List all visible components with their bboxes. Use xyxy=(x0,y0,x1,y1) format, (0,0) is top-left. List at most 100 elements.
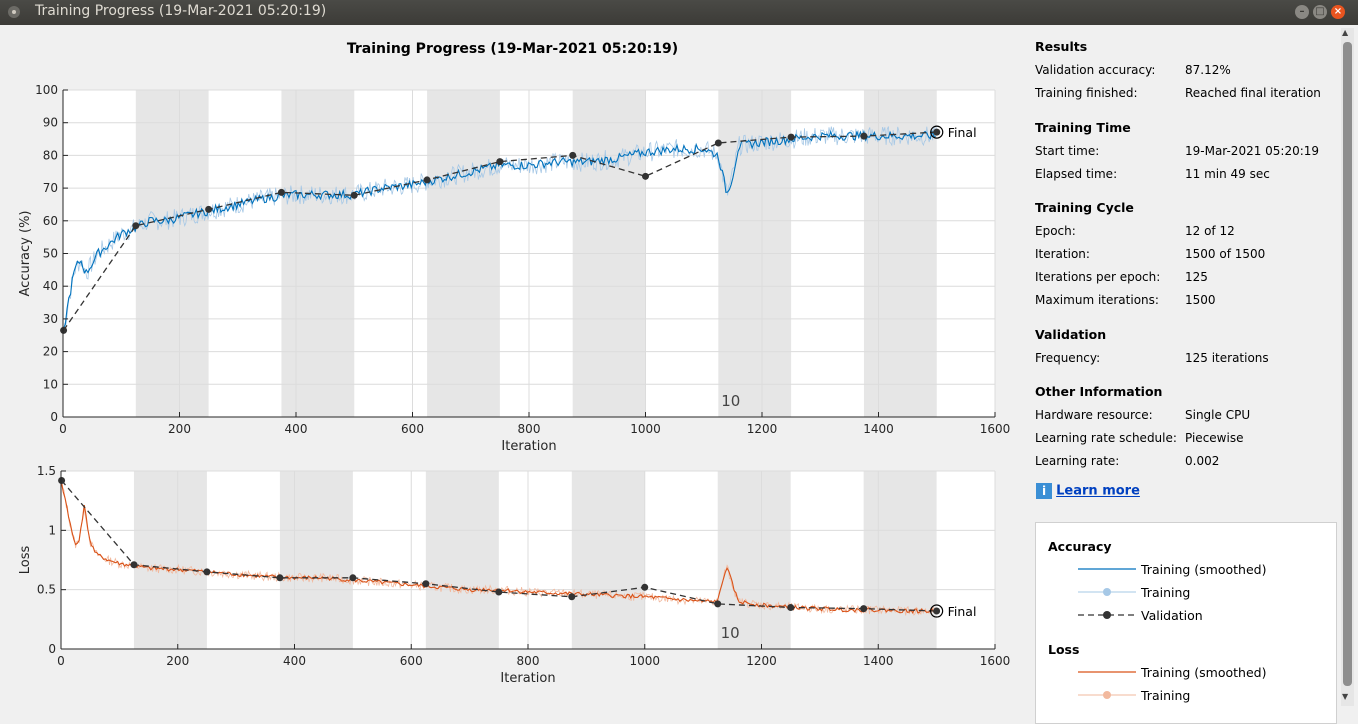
validation-heading: Validation xyxy=(1035,327,1107,342)
minimize-icon[interactable]: – xyxy=(1295,5,1309,19)
accuracy-y-tick-label: 20 xyxy=(43,345,58,359)
accuracy-final-marker xyxy=(930,125,944,139)
info-label: Iteration: xyxy=(1035,247,1090,261)
accuracy-y-axis-label: Accuracy (%) xyxy=(18,211,33,297)
accuracy-validation-point xyxy=(860,132,868,140)
results-heading: Results xyxy=(1035,39,1088,54)
loss-validation-point xyxy=(422,580,430,588)
loss-epoch-band xyxy=(133,471,207,649)
accuracy-y-tick-label: 80 xyxy=(43,148,58,162)
accuracy-validation-point xyxy=(933,128,941,136)
accuracy-x-axis-label: Iteration xyxy=(501,439,556,454)
info-label: Hardware resource: xyxy=(1035,408,1153,422)
loss-validation-point xyxy=(203,568,211,576)
loss-validation-point xyxy=(349,574,357,582)
legend-label: Training (smoothed) xyxy=(1141,562,1267,577)
info-label: Epoch: xyxy=(1035,224,1076,238)
loss-y-tick-label: 1 xyxy=(48,523,56,537)
info-label: Training finished: xyxy=(1035,86,1138,100)
accuracy-x-tick-label: 0 xyxy=(59,422,67,436)
accuracy-validation-point xyxy=(642,172,649,180)
info-icon: i xyxy=(1036,483,1052,499)
accuracy-y-tick-label: 100 xyxy=(35,83,58,97)
loss-x-tick-label: 800 xyxy=(517,654,540,668)
info-label: Elapsed time: xyxy=(1035,167,1118,181)
legend-label: Training xyxy=(1141,585,1191,600)
loss-validation-point xyxy=(714,600,722,608)
iterations-per-epoch-value: 125 xyxy=(1185,270,1208,284)
maximum-iterations-value: 1500 xyxy=(1185,293,1216,307)
plot-title: Training Progress (19-Mar-2021 05:20:19) xyxy=(346,41,679,57)
accuracy-y-tick-label: 60 xyxy=(43,214,58,228)
accuracy-x-tick-label: 1600 xyxy=(980,422,1011,436)
loss-validation-point xyxy=(58,476,66,484)
training-cycle-heading: Training Cycle xyxy=(1035,200,1134,215)
loss-final-marker xyxy=(930,604,944,618)
validation-accuracy-value: 87.12% xyxy=(1185,63,1231,77)
legend-loss-swatches xyxy=(1078,671,1136,699)
info-label: Frequency: xyxy=(1035,351,1101,365)
info-label: Validation accuracy: xyxy=(1035,63,1156,77)
accuracy-x-tick-label: 600 xyxy=(401,422,424,436)
loss-x-tick-label: 400 xyxy=(283,654,306,668)
accuracy-validation-point xyxy=(714,139,722,147)
app-menu-icon[interactable] xyxy=(8,6,20,18)
loss-epoch-band xyxy=(571,471,645,649)
accuracy-x-tick-label: 200 xyxy=(168,422,191,436)
accuracy-validation-point xyxy=(132,222,140,230)
loss-x-tick-label: 1000 xyxy=(629,654,660,668)
loss-validation-point xyxy=(860,605,868,613)
legend-label: Training xyxy=(1141,688,1191,703)
loss-y-tick-label: 0.5 xyxy=(37,583,56,597)
iteration-value: 1500 of 1500 xyxy=(1185,247,1266,261)
accuracy-y-tick-label: 90 xyxy=(43,116,58,130)
legend-panel: Accuracy Training (smoothed) Training Va… xyxy=(1035,522,1337,724)
accuracy-x-tick-label: 800 xyxy=(518,422,541,436)
info-label: Learning rate schedule: xyxy=(1035,431,1177,445)
loss-validation-point xyxy=(933,607,941,615)
info-label: Start time: xyxy=(1035,144,1100,158)
loss-epoch-band xyxy=(279,471,353,649)
loss-epoch-band xyxy=(863,471,937,649)
scroll-thumb[interactable] xyxy=(1343,42,1352,686)
info-scrollbar[interactable]: ▲ ▼ xyxy=(1341,28,1354,706)
loss-validation-point xyxy=(495,588,503,596)
loss-epoch-label: 10 xyxy=(721,624,740,642)
legend-accuracy-heading: Accuracy xyxy=(1048,539,1112,554)
accuracy-x-tick-label: 1400 xyxy=(863,422,894,436)
close-icon[interactable]: × xyxy=(1331,5,1345,19)
info-label: Iterations per epoch: xyxy=(1035,270,1161,284)
window-title: Training Progress (19-Mar-2021 05:20:19) xyxy=(35,3,327,19)
accuracy-validation-point xyxy=(350,191,358,199)
loss-validation-point xyxy=(568,593,576,601)
start-time-value: 19-Mar-2021 05:20:19 xyxy=(1185,144,1320,158)
frequency-value: 125 iterations xyxy=(1185,351,1269,365)
info-label: Learning rate: xyxy=(1035,454,1120,468)
accuracy-x-tick-label: 400 xyxy=(285,422,308,436)
accuracy-validation-point xyxy=(569,151,577,159)
legend-label: Training (smoothed) xyxy=(1141,665,1267,680)
loss-epoch-band xyxy=(717,471,791,649)
elapsed-time-value: 11 min 49 sec xyxy=(1185,167,1270,181)
learn-more-link-container: i Learn more xyxy=(1036,483,1140,499)
loss-epoch-band xyxy=(425,471,499,649)
maximize-icon[interactable]: □ xyxy=(1313,5,1327,19)
accuracy-y-tick-label: 30 xyxy=(43,312,58,326)
training-time-heading: Training Time xyxy=(1035,120,1131,135)
accuracy-validation-point xyxy=(496,158,504,166)
accuracy-validation-point xyxy=(205,205,213,213)
scroll-up-icon[interactable]: ▲ xyxy=(1342,28,1349,37)
legend-swatch-accuracy-training-marker xyxy=(1103,588,1111,596)
accuracy-x-tick-label: 1200 xyxy=(747,422,778,436)
loss-x-tick-label: 1200 xyxy=(746,654,777,668)
scroll-down-icon[interactable]: ▼ xyxy=(1342,692,1349,701)
loss-final-label: Final xyxy=(948,604,977,619)
accuracy-validation-point xyxy=(423,176,431,184)
legend-accuracy-swatches xyxy=(1078,568,1136,619)
loss-x-tick-label: 600 xyxy=(400,654,423,668)
learn-more-link[interactable]: Learn more xyxy=(1056,483,1140,499)
accuracy-y-tick-label: 70 xyxy=(43,181,58,195)
info-label: Maximum iterations: xyxy=(1035,293,1159,307)
accuracy-x-tick-label: 1000 xyxy=(630,422,661,436)
learning-rate-value: 0.002 xyxy=(1185,454,1220,468)
